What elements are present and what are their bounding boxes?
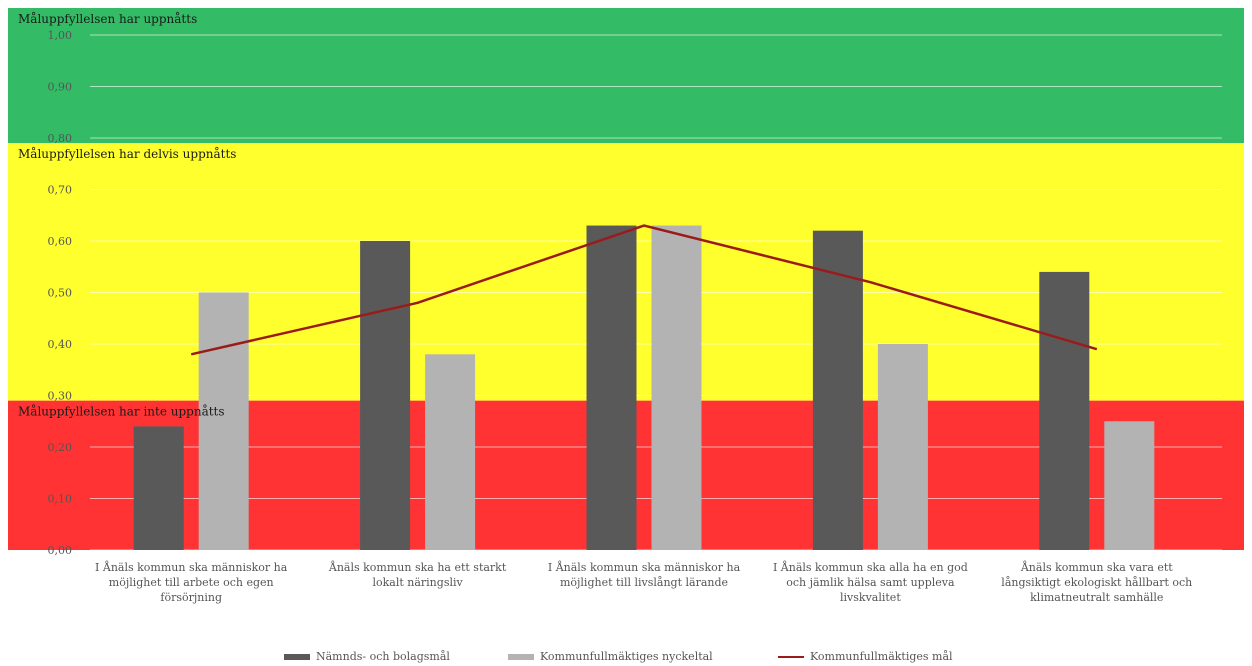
legend-swatch <box>508 653 534 660</box>
y-tick-label: 0,60 <box>48 235 73 248</box>
legend-label: Kommunfullmäktiges nyckeltal <box>540 650 713 663</box>
x-category-label: I Ånäls kommun ska människor ha möjlighe… <box>547 561 741 589</box>
legend-label: Kommunfullmäktiges mål <box>810 650 953 663</box>
target-line-series <box>190 224 1098 356</box>
y-tick-label: 0,40 <box>48 338 73 351</box>
legend-swatch <box>778 655 804 658</box>
legend-swatch <box>284 653 310 660</box>
y-tick-label: 0,80 <box>48 132 73 145</box>
y-tick-label: 0,00 <box>48 544 73 557</box>
target-line <box>190 224 1098 356</box>
y-tick-label: 0,10 <box>48 493 73 506</box>
bar-series-2 <box>425 354 476 550</box>
legend-item-series-1: Nämnds- och bolagsmål <box>284 650 450 663</box>
bar-series-1 <box>586 225 637 551</box>
zone-labels: Måluppfyllelsen har uppnåtts Måluppfyllel… <box>18 11 236 419</box>
zone-label: Måluppfyllelsen har uppnåtts <box>18 11 197 26</box>
zone-band <box>8 8 1244 144</box>
legend: Nämnds- och bolagsmål Kommunfullmäktiges… <box>0 650 1252 666</box>
legend-label: Nämnds- och bolagsmål <box>316 650 450 663</box>
bars <box>133 225 1155 551</box>
bar-series-2 <box>877 344 928 550</box>
y-tick-label: 0,20 <box>48 441 73 454</box>
y-tick-label: 0,90 <box>48 81 73 94</box>
bar-series-1 <box>812 230 863 550</box>
x-category-label: Ånäls kommun ska vara ett långsiktigt ek… <box>1001 561 1193 604</box>
x-category-label: I Ånäls kommun ska människor ha möjlighe… <box>95 561 288 604</box>
x-category-label: I Ånäls kommun ska alla ha en god och jä… <box>772 561 968 604</box>
bar-series-2 <box>198 292 249 550</box>
zone-label: Måluppfyllelsen har delvis uppnåtts <box>18 146 236 161</box>
bar-series-2 <box>651 225 702 551</box>
bar-series-1 <box>133 426 184 550</box>
x-category-label: Ånäls kommun ska ha ett starkt lokalt nä… <box>328 561 507 589</box>
zone-label: Måluppfyllelsen har inte uppnåtts <box>18 404 225 419</box>
legend-item-series-3: Kommunfullmäktiges mål <box>778 650 953 663</box>
legend-item-series-2: Kommunfullmäktiges nyckeltal <box>508 650 713 663</box>
bar-series-2 <box>1104 421 1155 550</box>
bar-series-1 <box>360 241 411 550</box>
y-tick-label: 0,70 <box>48 184 73 197</box>
bar-series-1 <box>1039 271 1090 550</box>
y-tick-label: 1,00 <box>48 29 73 42</box>
y-tick-label: 0,30 <box>48 390 73 403</box>
y-axis-ticks: 0,00 0,10 0,20 0,30 0,40 0,50 0,60 0,70 0,80 0,90… <box>48 29 73 557</box>
y-tick-label: 0,50 <box>48 287 73 300</box>
